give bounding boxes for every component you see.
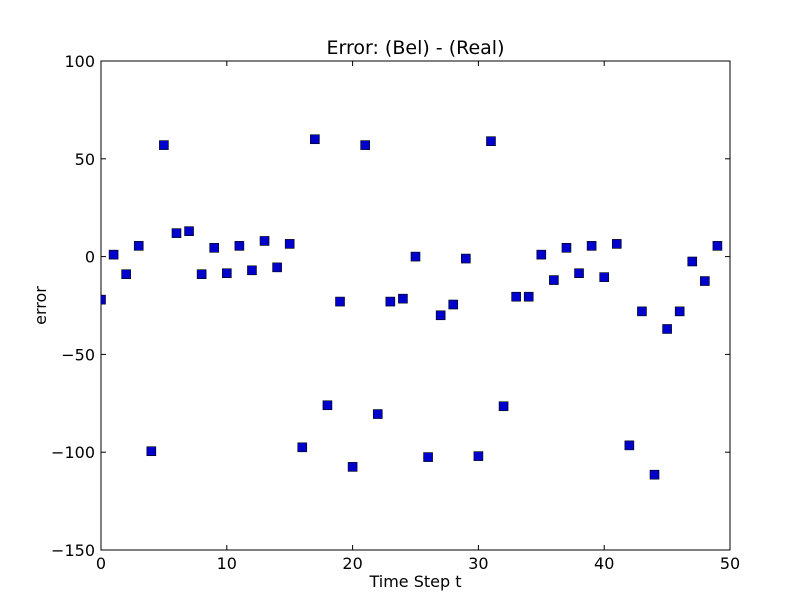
data-point: [423, 452, 433, 462]
x-tick-label: 0: [96, 554, 106, 573]
data-point: [574, 268, 584, 279]
data-point: [272, 262, 282, 273]
axis-ticks: 0 10 20 30 40 50 −150 −100 −50 0 50 100: [51, 52, 740, 573]
data-point: [322, 400, 333, 411]
data-point: [108, 249, 119, 260]
data-point: [649, 469, 660, 480]
data-point: [611, 239, 622, 249]
data-point: [196, 269, 207, 280]
data-point: [637, 306, 647, 317]
x-tick-label: 20: [342, 554, 362, 573]
data-point: [171, 228, 182, 238]
data-point: [461, 253, 471, 264]
data-point: [674, 306, 685, 317]
data-point: [310, 134, 320, 145]
data-point: [385, 296, 396, 307]
data-point: [335, 296, 345, 307]
data-point: [536, 249, 547, 260]
data-point: [398, 293, 408, 304]
data-point: [234, 241, 245, 251]
data-point: [687, 256, 698, 267]
data-point: [700, 276, 710, 286]
data-point: [222, 268, 232, 279]
data-point: [586, 241, 597, 251]
data-point: [247, 265, 257, 276]
data-point: [549, 275, 559, 285]
data-point: [259, 236, 270, 246]
data-point: [133, 241, 144, 251]
y-tick-label: −150: [51, 541, 95, 560]
data-point: [297, 442, 308, 453]
data-point: [159, 140, 169, 150]
data-point: [662, 324, 672, 334]
x-tick-label: 50: [720, 554, 740, 573]
data-point: [410, 251, 421, 262]
data-point: [511, 291, 521, 302]
y-tick-label: 100: [64, 52, 95, 71]
data-point: [146, 446, 157, 457]
data-point: [712, 241, 723, 251]
data-point: [209, 242, 220, 253]
data-point: [284, 239, 295, 249]
data-point: [121, 269, 131, 280]
data-point: [561, 242, 572, 253]
y-tick-label: −100: [51, 443, 95, 462]
y-tick-label: −50: [61, 345, 95, 364]
data-point: [486, 136, 496, 146]
data-point: [523, 291, 534, 302]
data-point: [101, 294, 106, 305]
data-point: [498, 401, 509, 412]
x-tick-label: 40: [594, 554, 614, 573]
data-points: [101, 134, 723, 480]
x-tick-label: 30: [468, 554, 488, 573]
data-point: [624, 440, 635, 451]
data-point: [184, 226, 194, 236]
plot-area: [100, 60, 731, 551]
x-axis-label: Time Step t: [368, 572, 461, 591]
y-axis-label: error: [31, 286, 50, 325]
data-point: [599, 272, 610, 282]
y-tick-label: 0: [85, 248, 95, 267]
x-tick-label: 10: [217, 554, 237, 573]
data-point: [448, 299, 459, 310]
data-point: [473, 451, 484, 461]
data-point: [347, 462, 358, 472]
data-point: [435, 310, 446, 321]
data-point: [372, 409, 383, 419]
data-point: [360, 140, 370, 150]
chart-title: Error: (Bel) - (Real): [327, 37, 505, 59]
y-tick-label: 50: [75, 150, 95, 169]
